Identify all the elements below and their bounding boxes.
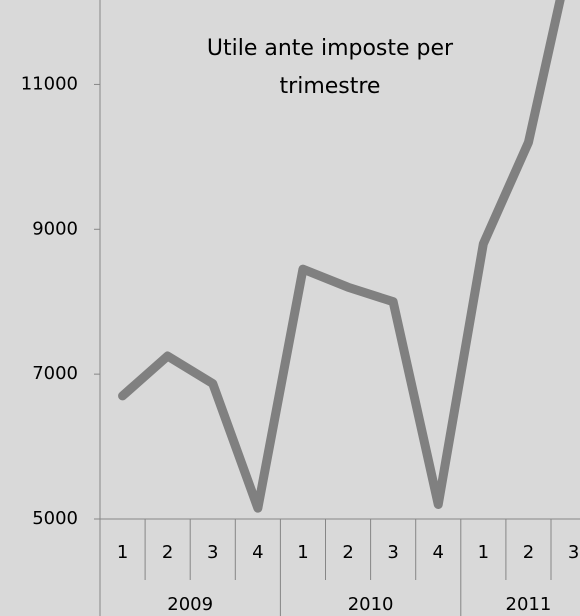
- series-line: [118, 0, 565, 513]
- x-tick-label: 3: [207, 542, 218, 563]
- x-tick-label: 3: [387, 542, 398, 563]
- y-tick-label: 9000: [32, 218, 78, 239]
- x-tick-label: 4: [252, 542, 263, 563]
- x-tick-label: 1: [478, 542, 489, 563]
- group-label: 2010: [348, 594, 394, 615]
- x-tick-label: 3: [568, 542, 579, 563]
- chart-title: Utile ante imposte per trimestre: [206, 36, 454, 99]
- x-tick-label: 2: [162, 542, 173, 563]
- y-tick-label: 11000: [21, 73, 78, 94]
- x-tick-label: 1: [117, 542, 128, 563]
- group-label: 2009: [167, 594, 213, 615]
- x-tick-label: 2: [342, 542, 353, 563]
- x-tick-label: 1: [297, 542, 308, 563]
- x-tick-label: 4: [433, 542, 444, 563]
- x-tick-label: 2: [523, 542, 534, 563]
- group-label: 2011: [506, 594, 552, 615]
- y-tick-label: 7000: [32, 363, 78, 384]
- y-tick-label: 5000: [32, 508, 78, 529]
